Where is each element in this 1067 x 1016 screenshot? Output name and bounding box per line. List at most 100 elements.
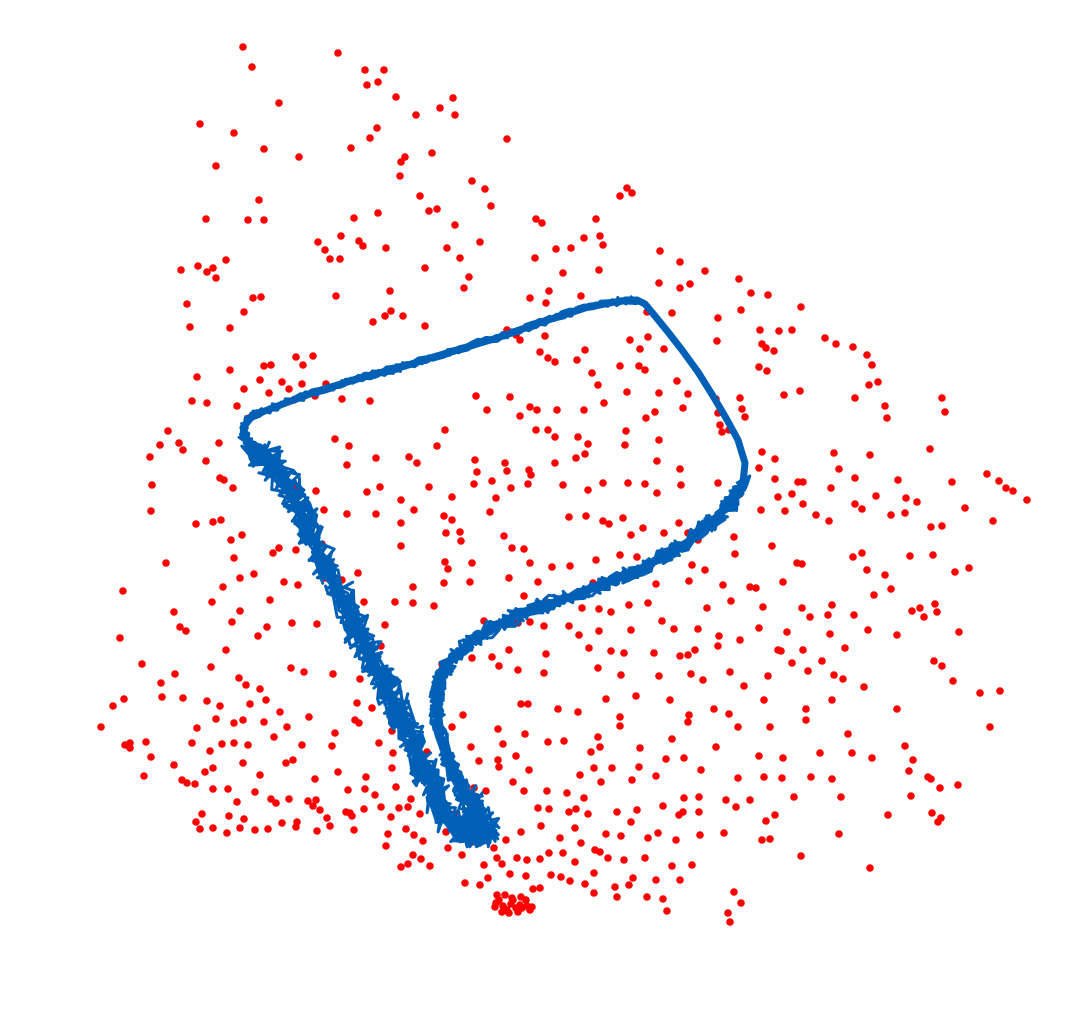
scatter-point <box>468 559 476 567</box>
scatter-point <box>948 478 956 486</box>
scatter-point <box>397 863 405 871</box>
scatter-point <box>931 600 939 608</box>
scatter-point <box>470 480 478 488</box>
scatter-point <box>440 512 448 520</box>
scatter-point <box>577 292 585 300</box>
scatter-point <box>162 559 170 567</box>
scatter-point <box>388 764 396 772</box>
scatter-point <box>389 749 397 757</box>
scatter-point <box>780 391 788 399</box>
scatter-point <box>620 649 628 657</box>
scatter-point <box>359 242 367 250</box>
scatter-point <box>752 584 760 592</box>
scatter-point <box>755 363 763 371</box>
scatter-point <box>930 657 938 665</box>
scatter-point <box>608 764 616 772</box>
scatter-point <box>590 869 598 877</box>
scatter-point <box>662 755 670 763</box>
scatter-point <box>428 149 436 157</box>
scatter-point <box>616 722 624 730</box>
scatter-point <box>650 649 658 657</box>
scatter-point <box>250 570 258 578</box>
scatter-point <box>343 510 351 518</box>
scatter-point <box>282 759 290 767</box>
scatter-point <box>196 120 204 128</box>
scatter-point <box>602 695 610 703</box>
scatter-point <box>238 531 246 539</box>
scatter-point <box>361 66 369 74</box>
scatter-point <box>348 812 356 820</box>
scatter-point <box>97 723 105 731</box>
scatter-point <box>576 771 584 779</box>
scatter-point <box>641 854 649 862</box>
scatter-point <box>832 340 840 348</box>
scatter-point <box>731 550 739 558</box>
scatter-point <box>607 647 615 655</box>
scatter-point <box>236 574 244 582</box>
scatter-point <box>870 591 878 599</box>
trajectory-path <box>237 296 752 846</box>
scatter-point <box>884 811 892 819</box>
scatter-point <box>863 566 871 574</box>
scatter-point <box>774 493 782 501</box>
scatter-point <box>954 781 962 789</box>
scatter-point <box>566 877 574 885</box>
scatter-point <box>239 716 247 724</box>
scatter-point <box>572 805 580 813</box>
scatter-point <box>627 531 635 539</box>
scatter-point <box>675 519 683 527</box>
scatter-point <box>419 837 427 845</box>
scatter-point <box>848 749 856 757</box>
scatter-point <box>300 668 308 676</box>
scatter-point <box>506 393 514 401</box>
scatter-point <box>413 459 421 467</box>
scatter-point <box>224 785 232 793</box>
scatter-point <box>627 626 635 634</box>
scatter-point <box>961 504 969 512</box>
scatter-point <box>605 520 613 528</box>
scatter-point <box>837 793 845 801</box>
scatter-point <box>513 854 521 862</box>
scatter-point <box>366 134 374 142</box>
scatter-point <box>725 710 733 718</box>
scatter-point <box>929 551 937 559</box>
scatter-point <box>699 676 707 684</box>
scatter-point <box>260 216 268 224</box>
scatter-point <box>251 788 259 796</box>
scatter-point <box>642 414 650 422</box>
scatter-point <box>719 581 727 589</box>
scatter-point <box>652 772 660 780</box>
scatter-point <box>625 881 633 889</box>
scatter-point <box>696 831 704 839</box>
scatter-point <box>512 752 520 760</box>
scatter-point <box>727 597 735 605</box>
scatter-point <box>537 822 545 830</box>
scatter-point <box>849 343 857 351</box>
scatter-point <box>468 177 476 185</box>
scatter-point <box>611 883 619 891</box>
scatter-point <box>670 625 678 633</box>
scatter-point <box>196 825 204 833</box>
scatter-point <box>501 891 509 899</box>
scatter-point <box>851 474 859 482</box>
scatter-point <box>217 516 225 524</box>
scatter-point <box>216 702 224 710</box>
scatter-point <box>762 817 770 825</box>
scatter-point <box>164 427 172 435</box>
scatter-point <box>724 909 732 917</box>
scatter-point <box>788 659 796 667</box>
scatter-point <box>212 715 220 723</box>
scatter-point <box>233 402 241 410</box>
scatter-point <box>679 808 687 816</box>
scatter-point <box>908 607 916 615</box>
scatter-point <box>660 345 668 353</box>
scatter-point <box>905 767 913 775</box>
scatter-point <box>531 254 539 262</box>
scatter-point <box>482 787 490 795</box>
scatter-point <box>520 592 528 600</box>
scatter-point <box>548 563 556 571</box>
scatter-point <box>456 528 464 536</box>
scatter-point <box>146 453 154 461</box>
scatter-point <box>262 696 270 704</box>
scatter-point <box>909 756 917 764</box>
